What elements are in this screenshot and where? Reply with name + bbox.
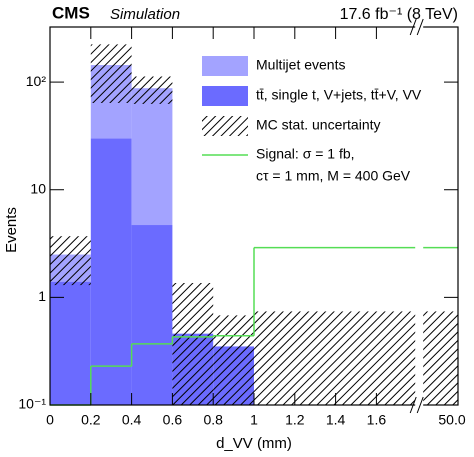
legend-label: Signal: σ = 1 fb, [256, 146, 355, 162]
legend-label: cτ = 1 mm, M = 400 GeV [256, 168, 411, 184]
x-tick-label: 0.2 [81, 412, 101, 428]
uncertainty-band [131, 76, 173, 104]
y-label: Events [3, 207, 20, 253]
x-tick-label: 1.4 [326, 412, 346, 428]
x-tick-label: 0.4 [122, 412, 142, 428]
legend-label: tt̄, single t, V+jets, tt̄+V, VV [256, 87, 422, 103]
break-mark [416, 396, 424, 414]
x-tick-label: 50.0 [438, 412, 465, 428]
x-label: d_VV (mm) [216, 435, 292, 452]
uncertainty-band [50, 236, 91, 286]
y-tick-label: 10² [26, 73, 47, 89]
x-tick-label: 0.8 [203, 412, 223, 428]
break-mark [416, 18, 424, 36]
uncertainty-band [213, 315, 254, 405]
lumi: 17.6 fb⁻¹ (8 TeV) [340, 6, 458, 23]
bar [90, 138, 132, 405]
break-mark [409, 18, 417, 36]
x-tick-label: 1 [250, 412, 258, 428]
x-tick-label: 0.6 [163, 412, 183, 428]
y-tick-label: 10 [30, 180, 46, 196]
experiment: CMS [52, 3, 90, 22]
bar [131, 88, 173, 226]
uncertainty-band [90, 44, 132, 103]
uncertainty-band [254, 311, 458, 405]
bar [50, 281, 91, 405]
uncertainty-band [172, 282, 214, 405]
legend-swatch [202, 116, 248, 136]
x-tick-label: 0 [46, 412, 54, 428]
legend-swatch [202, 86, 248, 106]
status: Simulation [110, 6, 180, 23]
bar [131, 225, 173, 405]
legend-label: MC stat. uncertainty [256, 117, 381, 133]
legend-label: Multijet events [256, 57, 345, 73]
x-tick-label: 1.2 [285, 412, 305, 428]
axis-break [415, 23, 424, 413]
legend-swatch [202, 56, 248, 76]
break-mark [409, 396, 417, 414]
y-tick-label: 1 [38, 288, 46, 304]
y-tick-label: 10⁻¹ [18, 396, 46, 412]
x-tick-label: 1.6 [367, 412, 387, 428]
